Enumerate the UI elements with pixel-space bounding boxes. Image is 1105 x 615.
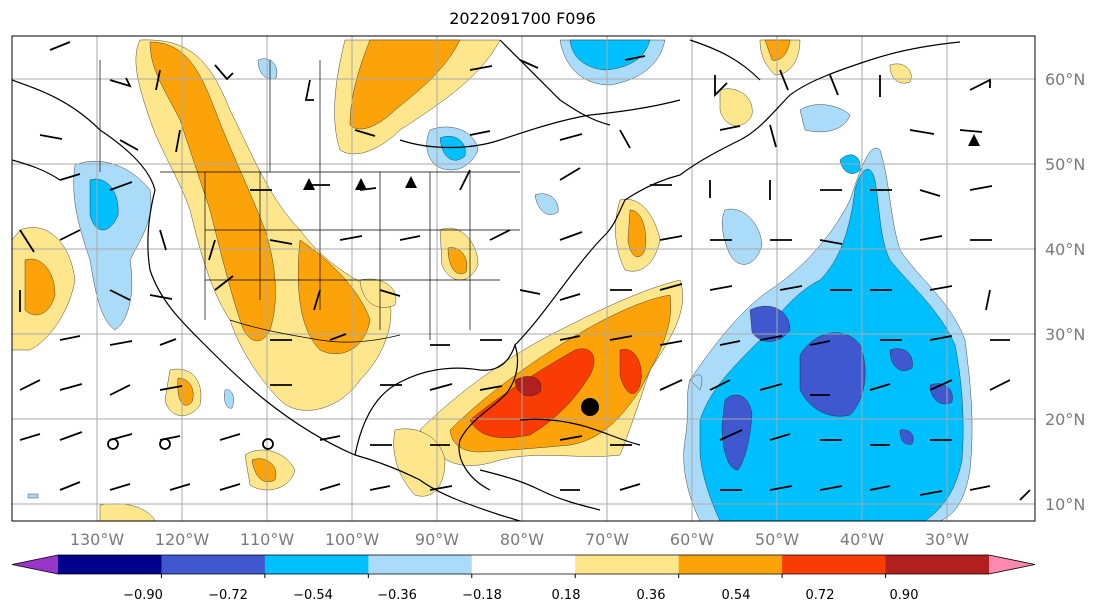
map-title: 2022091700 F096 xyxy=(449,9,596,28)
front-symbols xyxy=(303,134,980,190)
colorbar-segment xyxy=(161,555,266,574)
lon-label: 80°W xyxy=(500,530,544,549)
colorbar-tick-label: 0.54 xyxy=(722,588,751,603)
colorbar-tick-label: 0.18 xyxy=(552,588,581,603)
lat-label: 50°N xyxy=(1045,155,1085,174)
lon-label: 70°W xyxy=(585,530,629,549)
colorbar-outline xyxy=(11,554,1036,575)
colorbar-extend-low xyxy=(12,555,58,574)
lon-label: 90°W xyxy=(415,530,459,549)
colorbar-segment xyxy=(782,555,887,574)
colorbar-extend-high xyxy=(989,555,1035,574)
open-circle-marker xyxy=(159,438,171,450)
colorbar-tick-label: 0.72 xyxy=(806,588,835,603)
colorbar-tick-label: −0.90 xyxy=(123,588,163,603)
lon-label: 130°W xyxy=(70,530,125,549)
open-circle-marker xyxy=(262,438,274,450)
coastlines xyxy=(12,39,961,521)
colorbar-segment xyxy=(885,555,990,574)
colorbar-segment xyxy=(264,555,369,574)
lat-label: 40°N xyxy=(1045,240,1085,259)
political-borders xyxy=(99,60,520,343)
colorbar-tick-label: −0.54 xyxy=(293,588,333,603)
lat-label: 20°N xyxy=(1045,410,1085,429)
lon-label: 40°W xyxy=(840,530,884,549)
colorbar-segment xyxy=(471,555,576,574)
lon-label: 50°W xyxy=(755,530,799,549)
colorbar-segment xyxy=(58,555,162,574)
latitude-labels: 60°N 50°N 40°N 30°N 20°N 10°N xyxy=(1045,70,1085,514)
colorbar-tick-label: −0.18 xyxy=(462,588,502,603)
colorbar-tick-label: −0.72 xyxy=(208,588,248,603)
lon-label: 110°W xyxy=(240,530,295,549)
colorbar-tick-label: 0.90 xyxy=(890,588,919,603)
lon-label: 30°W xyxy=(925,530,969,549)
lat-label: 10°N xyxy=(1045,495,1085,514)
longitude-labels: 130°W 120°W 110°W 100°W 90°W 80°W 70°W 6… xyxy=(70,530,969,549)
gridlines xyxy=(12,36,1035,521)
colorbar-segment xyxy=(368,555,473,574)
colorbar-segment xyxy=(575,555,680,574)
colorbar-tick-label: 0.36 xyxy=(637,588,666,603)
colorbar-tick-label: −0.36 xyxy=(377,588,417,603)
colorbar-segment xyxy=(678,555,783,574)
lon-label: 100°W xyxy=(325,530,380,549)
map-frame xyxy=(11,35,1036,522)
colorbar xyxy=(11,554,1036,578)
storm-center-marker xyxy=(581,398,599,416)
lon-label: 120°W xyxy=(155,530,210,549)
lon-label: 60°W xyxy=(670,530,714,549)
open-circle-marker xyxy=(107,438,119,450)
lat-label: 60°N xyxy=(1045,70,1085,89)
colorbar-tick-labels: −0.90 −0.72 −0.54 −0.36 −0.18 0.18 0.36 … xyxy=(123,588,918,603)
lat-label: 30°N xyxy=(1045,325,1085,344)
